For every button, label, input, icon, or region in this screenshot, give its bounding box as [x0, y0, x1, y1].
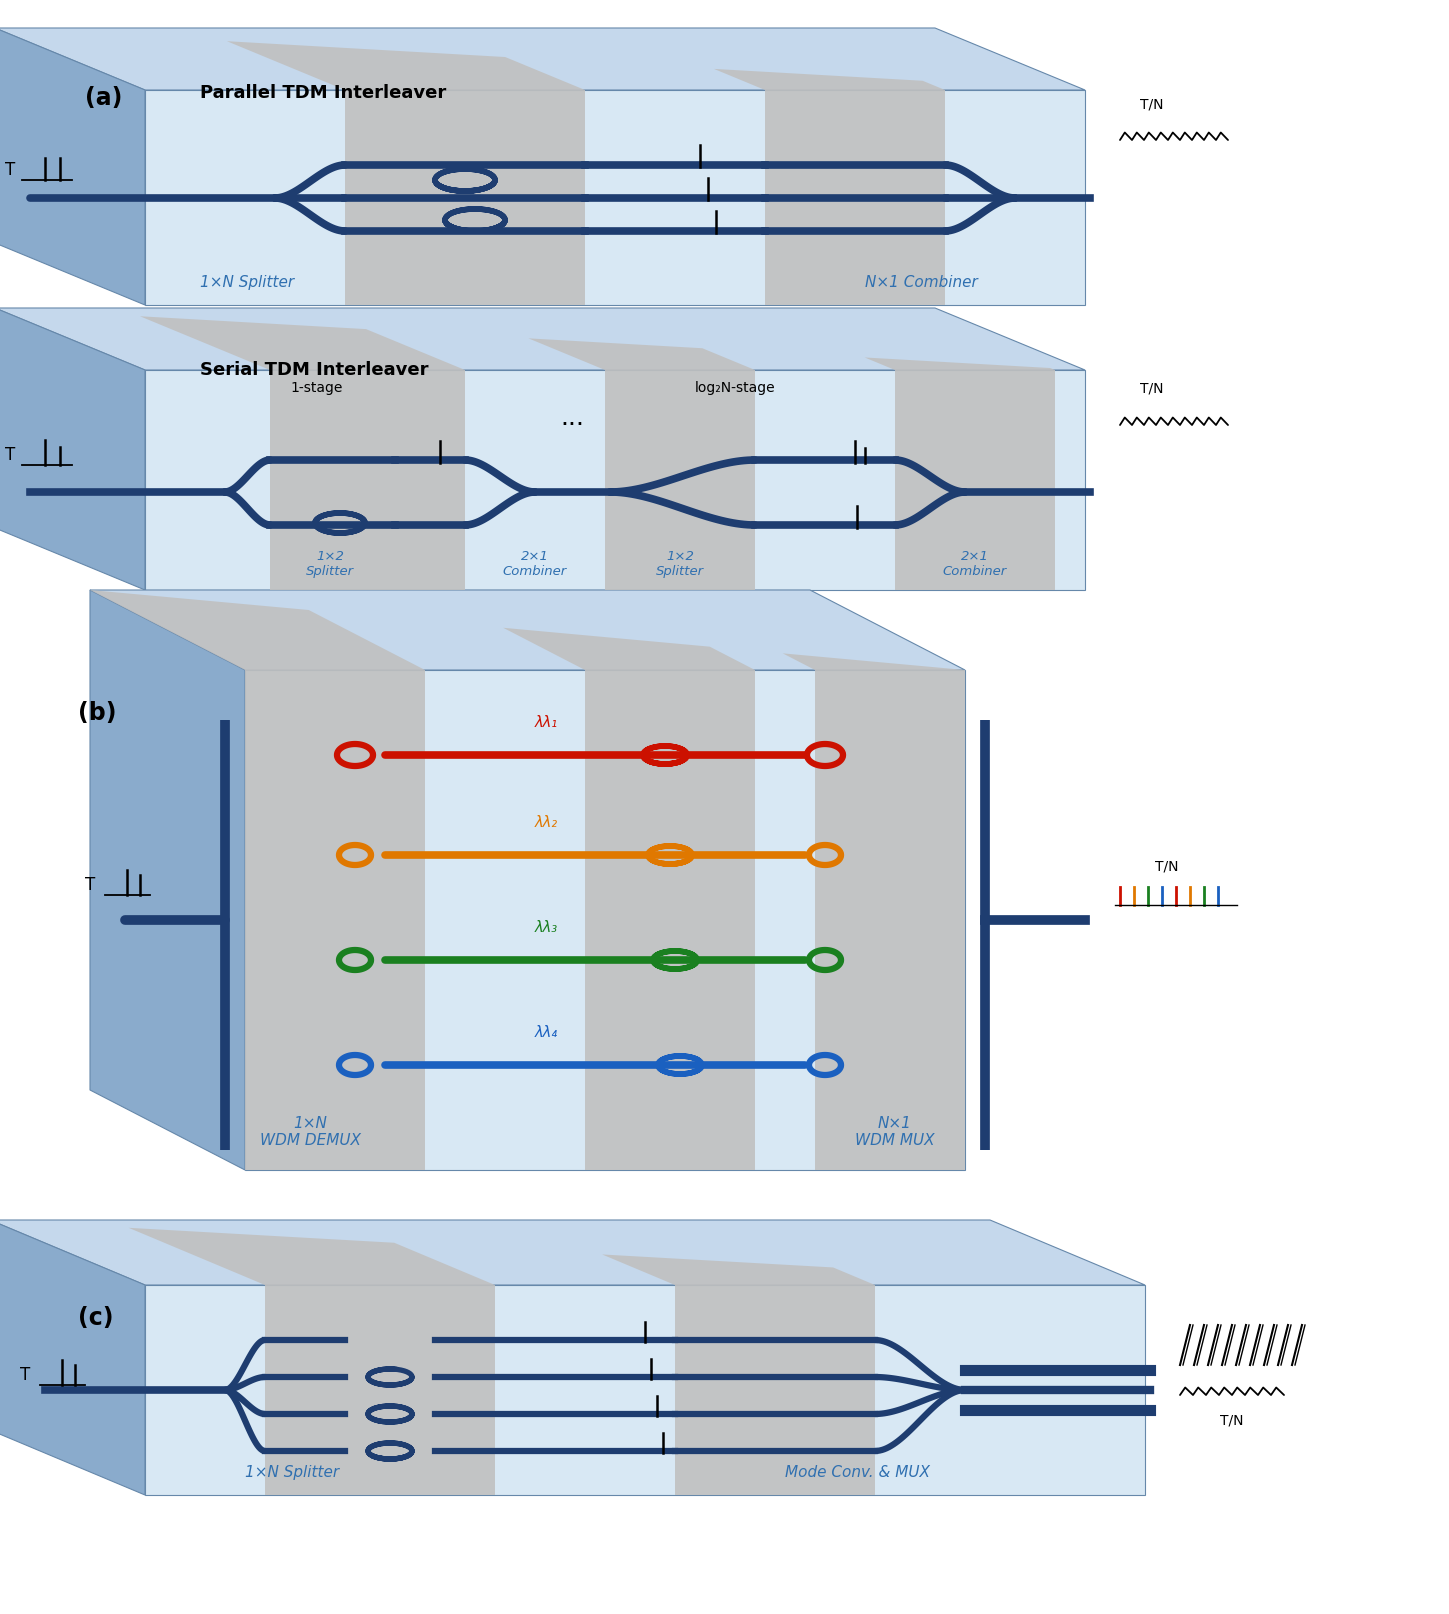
- Text: 1×2
Splitter: 1×2 Splitter: [306, 550, 354, 578]
- Text: Parallel TDM Interleaver: Parallel TDM Interleaver: [200, 84, 446, 102]
- Polygon shape: [714, 69, 945, 90]
- Polygon shape: [529, 339, 755, 370]
- Polygon shape: [345, 90, 585, 305]
- Text: 1×N
WDM DEMUX: 1×N WDM DEMUX: [259, 1115, 361, 1148]
- Text: log₂N-stage: log₂N-stage: [696, 381, 775, 395]
- Polygon shape: [265, 1285, 496, 1495]
- Polygon shape: [765, 90, 945, 305]
- Text: T: T: [4, 445, 16, 463]
- Text: T: T: [85, 876, 96, 894]
- Polygon shape: [782, 654, 965, 670]
- Polygon shape: [0, 308, 1085, 370]
- Polygon shape: [145, 90, 1085, 305]
- Text: λλ₁: λλ₁: [535, 715, 558, 730]
- Text: 1-stage: 1-stage: [290, 381, 342, 395]
- Text: T/N: T/N: [1140, 383, 1164, 395]
- Polygon shape: [585, 670, 755, 1170]
- Polygon shape: [90, 591, 245, 1170]
- Text: λλ₃: λλ₃: [535, 920, 558, 935]
- Polygon shape: [503, 628, 755, 670]
- Text: (b): (b): [78, 700, 116, 725]
- Polygon shape: [245, 670, 965, 1170]
- Text: T/N: T/N: [1155, 859, 1178, 873]
- Polygon shape: [895, 370, 1055, 591]
- Polygon shape: [675, 1285, 875, 1495]
- Text: 1×N Splitter: 1×N Splitter: [200, 274, 294, 291]
- Polygon shape: [245, 670, 425, 1170]
- Text: 2×1
Combiner: 2×1 Combiner: [503, 550, 567, 578]
- Polygon shape: [90, 591, 965, 670]
- Polygon shape: [0, 1220, 145, 1495]
- Polygon shape: [0, 27, 145, 305]
- Text: Serial TDM Interleaver: Serial TDM Interleaver: [200, 362, 429, 379]
- Text: 1×N Splitter: 1×N Splitter: [245, 1466, 339, 1480]
- Polygon shape: [814, 670, 965, 1170]
- Polygon shape: [0, 308, 145, 591]
- Polygon shape: [0, 27, 1085, 90]
- Text: (a): (a): [85, 86, 122, 110]
- Polygon shape: [606, 370, 755, 591]
- Polygon shape: [129, 1228, 496, 1285]
- Text: T: T: [4, 161, 16, 179]
- Polygon shape: [865, 357, 1055, 370]
- Text: N×1 Combiner: N×1 Combiner: [865, 274, 978, 291]
- Text: T/N: T/N: [1140, 97, 1164, 111]
- Text: λλ₄: λλ₄: [535, 1025, 558, 1039]
- Polygon shape: [227, 42, 585, 90]
- Text: 2×1
Combiner: 2×1 Combiner: [943, 550, 1007, 578]
- Text: λλ₂: λλ₂: [535, 815, 558, 830]
- Text: (c): (c): [78, 1306, 113, 1330]
- Polygon shape: [145, 370, 1085, 591]
- Polygon shape: [603, 1254, 875, 1285]
- Polygon shape: [270, 370, 465, 591]
- Polygon shape: [141, 316, 465, 370]
- Polygon shape: [0, 1220, 1145, 1285]
- Text: T/N: T/N: [1220, 1414, 1243, 1428]
- Polygon shape: [90, 591, 425, 670]
- Text: T: T: [20, 1365, 30, 1383]
- Text: N×1
WDM MUX: N×1 WDM MUX: [855, 1115, 935, 1148]
- Text: 1×2
Splitter: 1×2 Splitter: [656, 550, 704, 578]
- Polygon shape: [145, 1285, 1145, 1495]
- Text: ...: ...: [559, 407, 584, 429]
- Text: Mode Conv. & MUX: Mode Conv. & MUX: [785, 1466, 930, 1480]
